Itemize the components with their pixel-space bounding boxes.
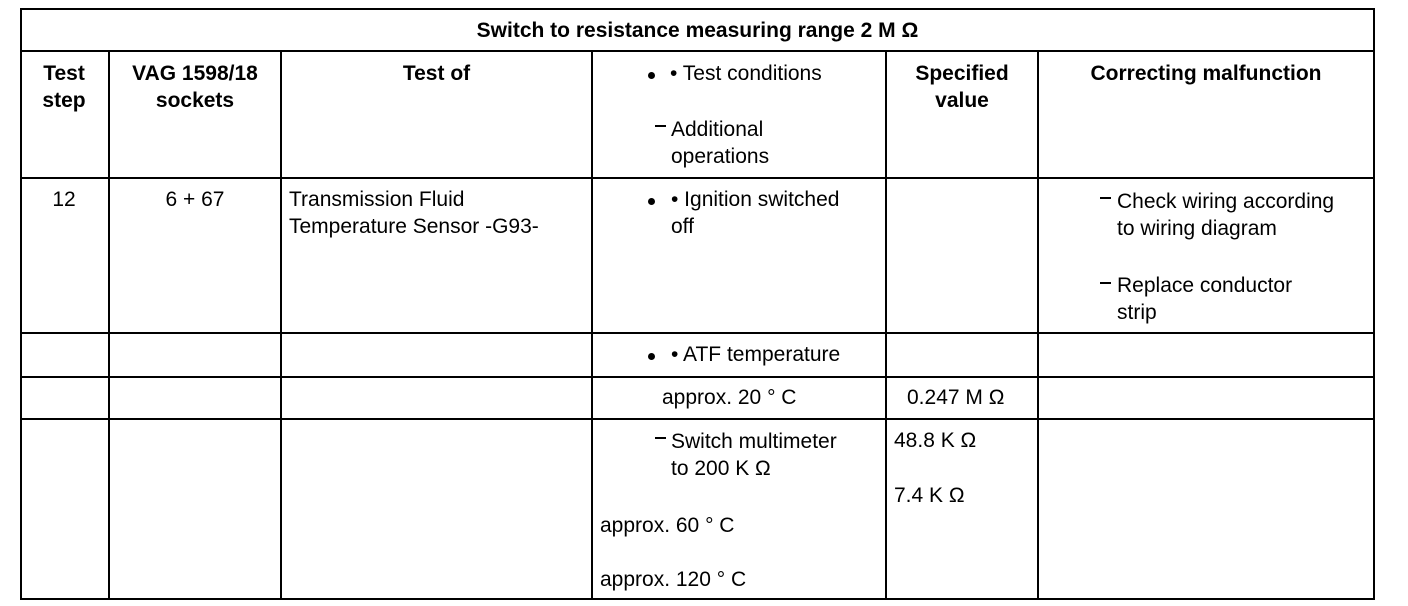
header-additional-operations: Additional operations: [671, 118, 770, 168]
grid-line: [1037, 50, 1039, 600]
header-test-of: Test of: [402, 62, 471, 85]
header-test-conditions: • Test conditions: [670, 62, 822, 85]
table-title: Switch to resistance measuring range 2 M…: [476, 19, 919, 42]
bullet-icon: [648, 72, 655, 79]
procedure-table: [20, 8, 1375, 600]
grid-line: [20, 418, 1375, 420]
header-test-step: Test step: [42, 62, 86, 112]
grid-line: [20, 332, 1375, 334]
grid-line: [108, 50, 110, 600]
grid-line: [20, 376, 1375, 378]
grid-line: [885, 50, 887, 600]
header-sockets: VAG 1598/18 sockets: [132, 62, 258, 112]
specified-value-120: 7.4 K Ω: [894, 484, 965, 507]
sockets-value: 6 + 67: [165, 188, 225, 211]
bullet-icon: [648, 198, 655, 205]
dash-icon: [655, 125, 666, 127]
grid-line: [20, 177, 1375, 179]
condition-ignition: • Ignition switched off: [671, 188, 840, 238]
condition-approx-20: approx. 20 ° C: [662, 386, 797, 409]
condition-atf-temperature: • ATF temperature: [671, 343, 841, 366]
dash-icon: [1100, 282, 1111, 284]
specified-value-60: 48.8 K Ω: [894, 429, 977, 452]
correct-replace-strip: Replace conductor strip: [1117, 274, 1293, 324]
test-step-value: 12: [52, 188, 76, 211]
specified-value-20: 0.247 M Ω: [907, 386, 1005, 409]
grid-line: [591, 50, 593, 600]
dash-icon: [655, 437, 666, 439]
header-correcting-malfunction: Correcting malfunction: [1090, 62, 1322, 85]
condition-approx-120: approx. 120 ° C: [600, 568, 747, 591]
grid-line: [280, 50, 282, 600]
bullet-icon: [648, 353, 655, 360]
operation-switch-multimeter: Switch multimeter to 200 K Ω: [671, 430, 837, 480]
dash-icon: [1100, 197, 1111, 199]
test-of-value: Transmission Fluid Temperature Sensor -G9…: [289, 188, 539, 238]
header-specified-value: Specified value: [915, 62, 1009, 112]
condition-approx-60: approx. 60 ° C: [600, 514, 735, 537]
correct-check-wiring: Check wiring according to wiring diagram: [1117, 190, 1335, 240]
grid-line: [20, 50, 1375, 52]
